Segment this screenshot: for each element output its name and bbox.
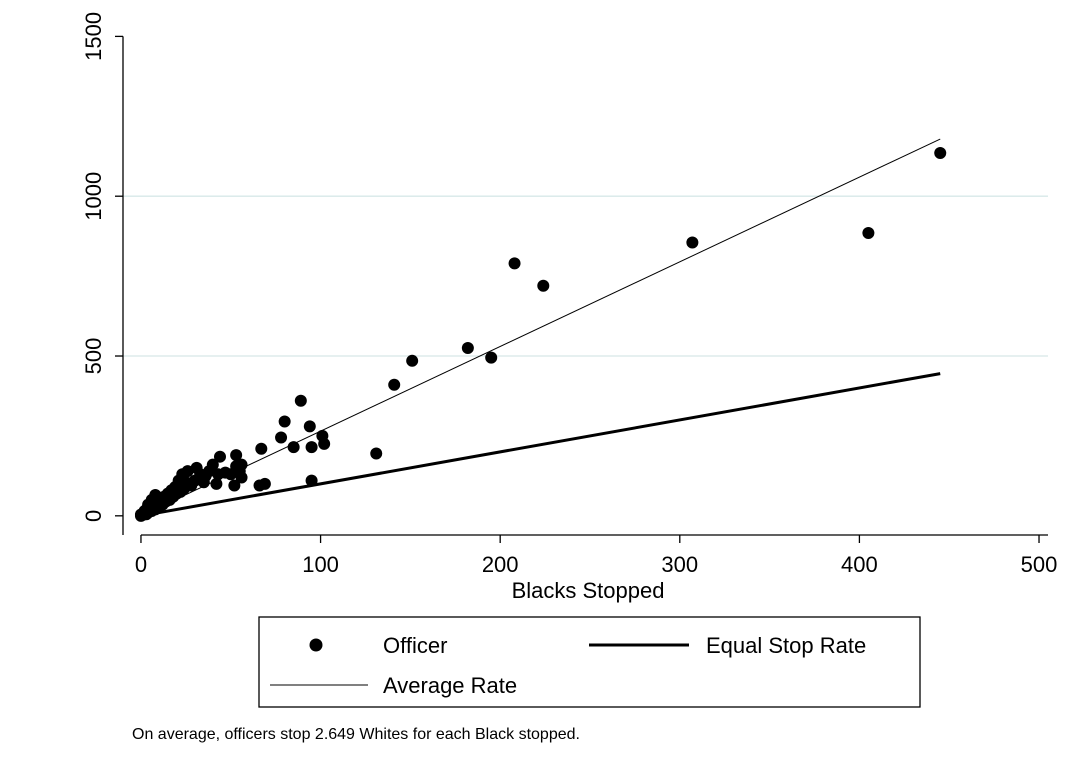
officer-point — [305, 474, 318, 487]
officer-point — [406, 354, 419, 367]
legend: Officer Equal Stop Rate Average Rate — [258, 616, 921, 708]
y-tick-label: 1000 — [81, 172, 106, 221]
officer-point — [210, 477, 223, 490]
officer-point — [255, 442, 268, 455]
x-tick-label: 300 — [661, 552, 698, 577]
officer-point — [303, 420, 316, 433]
y-tick-label: 500 — [81, 338, 106, 375]
officer-point — [287, 441, 300, 454]
officer-point — [230, 449, 243, 462]
legend-average-label: Average Rate — [383, 673, 517, 698]
officer-point — [228, 479, 241, 492]
officer-point — [508, 257, 521, 270]
officer-point — [537, 279, 550, 292]
y-tick-label: 0 — [81, 510, 106, 522]
officer-point — [862, 226, 875, 239]
legend-officer-marker — [309, 638, 323, 652]
ticks-layer: 0 100 200 300 400 500 0 500 1000 1500 — [81, 12, 1057, 577]
x-tick-label: 400 — [841, 552, 878, 577]
x-axis-title: Blacks Stopped — [512, 578, 665, 603]
y-tick-label: 1500 — [81, 12, 106, 61]
officer-point — [213, 450, 226, 463]
officer-point — [294, 394, 307, 407]
points-layer — [134, 147, 947, 522]
x-tick-label: 0 — [135, 552, 147, 577]
legend-box — [258, 616, 921, 708]
equal-stop-rate-line — [140, 372, 941, 518]
officer-point — [461, 342, 474, 355]
x-tick-label: 100 — [302, 552, 339, 577]
officer-point — [934, 147, 947, 160]
officer-point — [275, 431, 288, 444]
officer-point — [305, 441, 318, 454]
x-tick-label: 200 — [482, 552, 519, 577]
legend-equal-label: Equal Stop Rate — [706, 633, 866, 658]
officer-point — [485, 351, 498, 364]
footnote: On average, officers stop 2.649 Whites f… — [132, 726, 580, 743]
legend-officer-label: Officer — [383, 633, 447, 658]
average-rate-line — [140, 138, 941, 517]
officer-point — [388, 378, 401, 391]
officer-point — [253, 479, 266, 492]
officer-point — [134, 508, 147, 521]
officer-point — [686, 236, 699, 249]
x-tick-label: 500 — [1021, 552, 1058, 577]
officer-point — [370, 447, 383, 460]
officer-point — [318, 437, 331, 450]
lines-layer — [140, 138, 941, 518]
officer-point — [278, 415, 291, 428]
officer-point — [235, 471, 248, 484]
grid-layer — [123, 195, 1048, 357]
